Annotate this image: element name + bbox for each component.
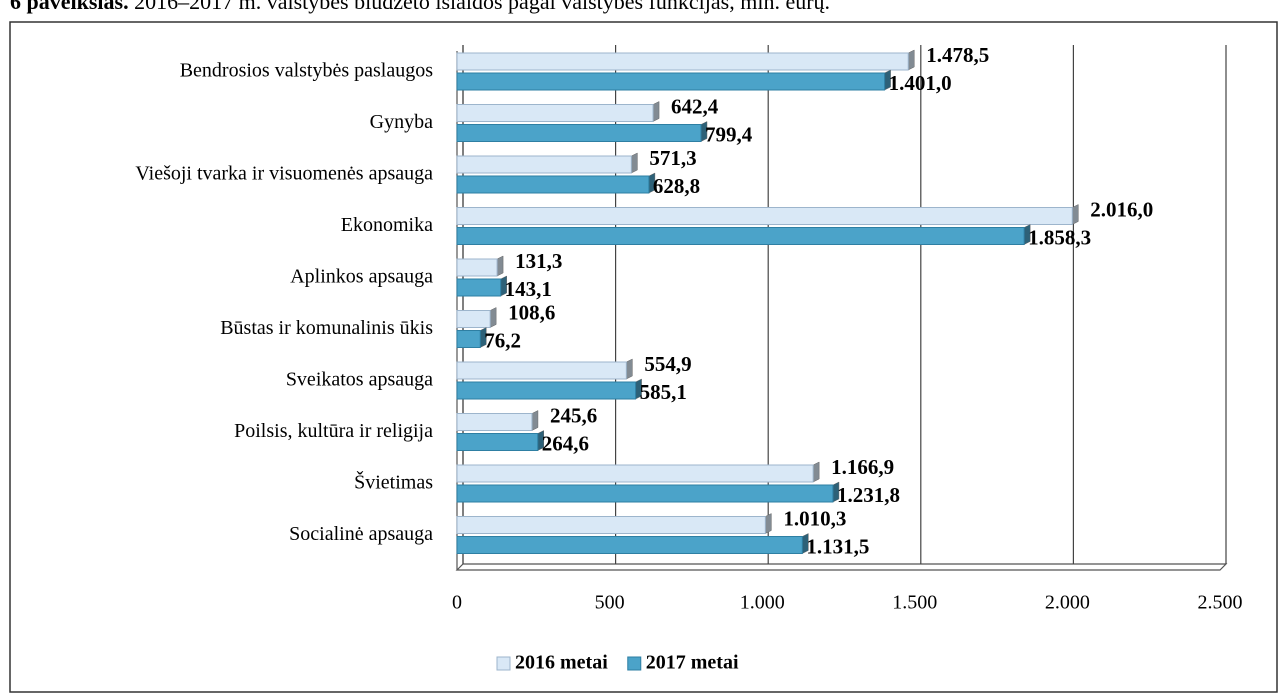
bar — [456, 104, 654, 122]
y-tick-label: Švietimas — [354, 470, 433, 494]
y-tick-label: Socialinė apsauga — [289, 523, 433, 545]
bar — [456, 124, 702, 142]
x-tick-label: 1.000 — [740, 592, 785, 614]
bar — [456, 227, 1025, 245]
data-label: 799,4 — [705, 122, 753, 146]
data-label: 76,2 — [484, 328, 521, 352]
y-tick-label: Būstas ir komunalinis ūkis — [220, 317, 433, 339]
x-tick-label: 1.500 — [892, 592, 937, 614]
data-label: 1.166,9 — [831, 455, 894, 479]
data-label: 245,6 — [550, 403, 597, 427]
y-tick-label: Ekonomika — [341, 214, 433, 236]
bar — [456, 381, 637, 400]
bar — [456, 413, 533, 431]
data-label: 1.131,5 — [806, 534, 869, 558]
data-label: 131,3 — [515, 249, 562, 273]
bar-side — [907, 49, 915, 71]
data-label: 1.401,0 — [889, 71, 952, 95]
bar-side — [631, 152, 638, 174]
legend-label: 2016 metai — [515, 652, 608, 674]
data-label: 642,4 — [671, 94, 719, 118]
legend-label: 2017 metai — [646, 652, 739, 674]
legend-swatch — [496, 656, 511, 671]
data-label: 108,6 — [508, 300, 555, 324]
data-label: 585,1 — [640, 380, 687, 404]
bar — [456, 52, 909, 71]
bar-side — [496, 255, 504, 277]
bar — [456, 278, 502, 297]
data-label: 264,6 — [542, 431, 589, 455]
bar — [456, 175, 650, 194]
y-tick-label: Bendrosios valstybės paslaugos — [180, 60, 434, 82]
bar-side — [626, 358, 633, 380]
data-label: 1.010,3 — [783, 506, 846, 530]
bar — [456, 207, 1073, 225]
bar-side — [652, 101, 660, 122]
y-tick-label: Viešoji tvarka ir visuomenės apsauga — [135, 163, 433, 185]
bar — [456, 464, 814, 483]
bar — [456, 310, 491, 328]
title-label: 6 paveikslas. — [10, 0, 129, 14]
bar-side — [765, 513, 772, 534]
y-tick-label: Gynyba — [370, 111, 433, 133]
bar — [456, 484, 834, 503]
data-label: 554,9 — [644, 352, 691, 376]
legend-swatch — [627, 656, 642, 671]
bar — [456, 536, 803, 554]
data-label: 2.016,0 — [1090, 197, 1153, 221]
bar — [456, 72, 886, 91]
data-label: 1.231,8 — [837, 483, 900, 507]
bar-side — [531, 410, 539, 431]
chart-border — [9, 21, 1278, 693]
bar — [456, 433, 539, 451]
bar — [456, 258, 498, 277]
bar — [456, 516, 766, 534]
y-tick-label: Poilsis, kultūra ir religija — [234, 420, 433, 442]
data-label: 143,1 — [505, 277, 552, 301]
x-tick-label: 500 — [595, 592, 625, 614]
x-tick-label: 0 — [452, 592, 462, 614]
data-label: 628,8 — [653, 174, 700, 198]
data-label: 1.478,5 — [926, 43, 989, 67]
x-tick-label: 2.500 — [1198, 592, 1243, 614]
bar-side — [489, 307, 497, 328]
x-tick-label: 2.000 — [1045, 592, 1090, 614]
bar — [456, 330, 481, 348]
y-tick-label: Sveikatos apsauga — [286, 369, 433, 391]
bar — [456, 361, 627, 380]
chart-title: 6 paveikslas. 2016–2017 m. valstybės biu… — [10, 0, 830, 14]
bar-side — [1072, 204, 1079, 225]
title-text: 2016–2017 m. valstybės biudžeto išlaidos… — [134, 0, 830, 14]
data-label: 1.858,3 — [1028, 225, 1091, 249]
y-tick-label: Aplinkos apsauga — [290, 266, 433, 288]
bar — [456, 155, 632, 174]
bar-side — [812, 461, 820, 483]
data-label: 571,3 — [649, 146, 696, 170]
